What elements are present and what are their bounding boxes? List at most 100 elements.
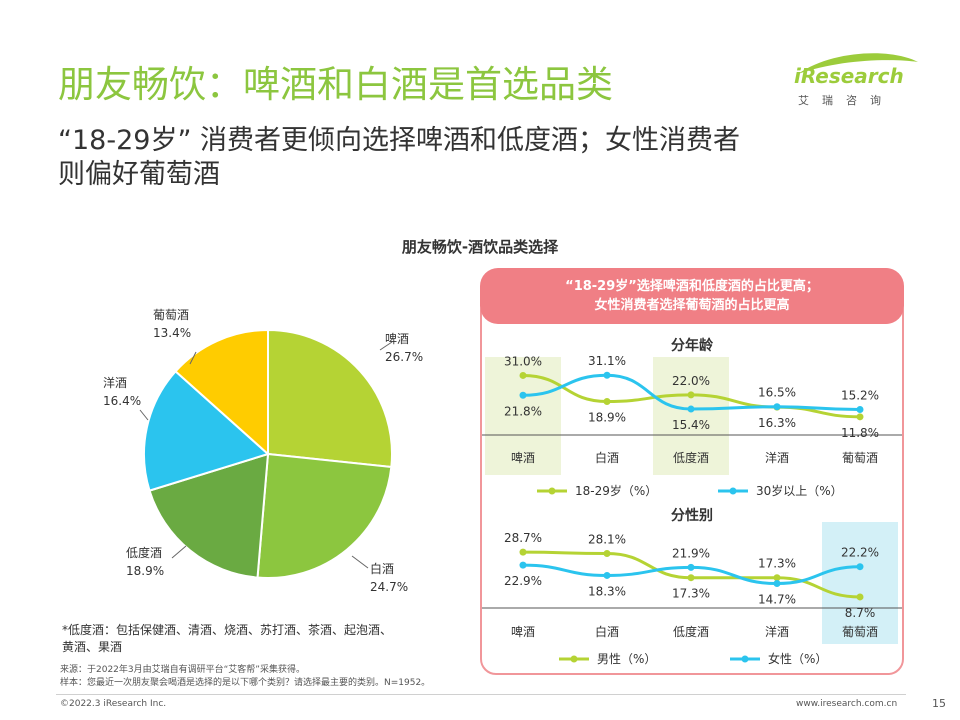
legend-marker-2-1 <box>741 655 749 663</box>
category-label-2-2: 低度酒 <box>673 624 709 639</box>
category-label-1-2: 低度酒 <box>673 450 709 465</box>
insight-banner-line1: “18-29岁”选择啤酒和低度酒的占比更高； <box>565 279 819 294</box>
series-point-2-0-2 <box>687 574 695 582</box>
pie-label-baijiu-name: 白酒 <box>370 562 395 576</box>
pie-slice-wine <box>174 328 269 457</box>
pie-leader-wine <box>189 351 197 365</box>
sample-line: 样本：您最近一次朋友聚会喝酒是选择的是以下哪个类别？请选择最主要的类别。N=19… <box>60 678 431 688</box>
page-subtitle-line1: “18-29岁” 消费者更倾向选择啤酒和低度酒；女性消费者 <box>58 125 741 156</box>
data-label-1-0-2: 22.0% <box>672 374 710 388</box>
subchart-title-1: 分年龄 <box>671 337 714 354</box>
insight-banner-line2: 女性消费者选择葡萄酒的占比更高 <box>594 298 790 313</box>
pie-slice-yang <box>143 369 270 492</box>
data-label-1-0-1: 18.9% <box>588 411 626 425</box>
pie-label-wine-name: 葡萄酒 <box>153 308 190 322</box>
data-label-1-1-2: 15.4% <box>672 418 710 432</box>
highlight-col-1-2 <box>653 357 729 475</box>
pie-label-wine-value: 13.4% <box>153 326 192 340</box>
series-point-1-1-3 <box>773 403 781 411</box>
pie-label-yang: 洋酒 16.4% <box>103 374 141 410</box>
legend-marker-1-0 <box>548 487 556 495</box>
data-label-1-1-3: 16.5% <box>758 386 796 400</box>
pie-leader-beer <box>379 341 393 351</box>
pie-label-baijiu-value: 24.7% <box>370 580 409 594</box>
chart-title: 朋友畅饮-酒饮品类选择 <box>401 238 559 256</box>
pie-label-yang-value: 16.4% <box>103 394 142 408</box>
series-point-2-1-1 <box>603 571 611 579</box>
category-label-1-1: 白酒 <box>595 450 619 465</box>
series-point-1-0-1 <box>603 398 611 406</box>
data-label-1-0-4: 11.8% <box>841 426 879 440</box>
data-label-1-1-0: 21.8% <box>504 404 542 418</box>
pie-label-beer: 啤酒 26.7% <box>385 330 423 366</box>
page-title: 朋友畅饮：啤酒和白酒是首选品类 <box>58 63 613 106</box>
pie-label-low: 低度酒 18.9% <box>126 544 164 580</box>
legend-marker-1-1 <box>729 487 737 495</box>
logo-swoosh-icon <box>798 53 918 74</box>
series-point-2-0-3 <box>773 574 781 582</box>
legend-label-1-1: 30岁以上（%） <box>756 483 843 498</box>
pie-chart <box>139 328 393 579</box>
copyright: ©2022.3 iResearch Inc. <box>60 699 167 709</box>
series-point-2-1-3 <box>773 580 781 588</box>
data-label-1-1-4: 15.2% <box>841 388 879 402</box>
website: www.iresearch.com.cn <box>796 699 898 709</box>
insight-banner: “18-29岁”选择啤酒和低度酒的占比更高； 女性消费者选择葡萄酒的占比更高 <box>480 268 904 324</box>
page-number: 15 <box>932 697 946 710</box>
highlight-col-2-4 <box>822 522 898 644</box>
pie-label-yang-name: 洋酒 <box>103 376 128 390</box>
series-point-2-1-2 <box>687 563 695 571</box>
series-point-1-0-0 <box>519 371 527 379</box>
subchart-title-2: 分性别 <box>671 507 713 524</box>
logo-brand: iResearch <box>794 64 904 88</box>
data-label-1-1-1: 31.1% <box>588 354 626 368</box>
series-point-1-1-2 <box>687 405 695 413</box>
series-point-2-1-4 <box>856 563 864 571</box>
data-label-2-0-1: 28.1% <box>588 532 626 546</box>
data-label-2-0-2: 17.3% <box>672 587 710 601</box>
data-label-2-1-3: 14.7% <box>758 593 796 607</box>
series-point-1-1-4 <box>856 405 864 413</box>
logo-cn: 艾瑞咨询 <box>798 94 894 107</box>
source-line: 来源：于2022年3月由艾瑞自有调研平台“艾客帮”采集获得。 <box>60 665 305 675</box>
footnote: *低度酒：包括保健酒、清酒、烧酒、苏打酒、茶酒、起泡酒、黄酒、果酒 <box>62 623 393 654</box>
category-label-1-3: 洋酒 <box>765 450 789 465</box>
pie-label-low-value: 18.9% <box>126 564 165 578</box>
pie-label-low-name: 低度酒 <box>126 546 163 560</box>
data-label-2-0-0: 28.7% <box>504 531 542 545</box>
footer-divider <box>56 694 906 695</box>
series-point-1-0-2 <box>687 391 695 399</box>
pie-slice-baijiu <box>256 452 393 579</box>
data-label-1-0-3: 16.3% <box>758 416 796 430</box>
legend-label-2-1: 女性（%） <box>768 651 827 666</box>
pie-leader-baijiu <box>351 555 369 569</box>
series-point-2-0-4 <box>856 593 864 601</box>
category-label-2-4: 葡萄酒 <box>842 625 878 639</box>
data-label-2-0-4: 8.7% <box>845 606 876 620</box>
pie-leader-yang <box>139 409 149 421</box>
category-label-1-4: 葡萄酒 <box>842 451 878 465</box>
series-point-2-0-0 <box>519 548 527 556</box>
legend-marker-2-0 <box>570 655 578 663</box>
pie-label-beer-name: 啤酒 <box>385 332 410 346</box>
pie-label-beer-value: 26.7% <box>385 350 424 364</box>
data-label-2-1-2: 21.9% <box>672 546 710 560</box>
series-point-1-0-4 <box>856 413 864 421</box>
legend-label-1-0: 18-29岁（%） <box>575 483 657 498</box>
pie-label-wine: 葡萄酒 13.4% <box>153 306 191 342</box>
pie-leader-low <box>171 545 187 559</box>
pie-slice-low <box>148 452 270 579</box>
category-label-2-3: 洋酒 <box>765 624 789 639</box>
data-label-2-1-0: 22.9% <box>504 574 542 588</box>
data-label-2-0-3: 17.3% <box>758 557 796 571</box>
pie-label-baijiu: 白酒 24.7% <box>370 560 408 596</box>
page-subtitle-line2: 则偏好葡萄酒 <box>58 159 220 190</box>
category-label-1-0: 啤酒 <box>511 450 535 465</box>
data-label-2-1-1: 18.3% <box>588 584 626 598</box>
data-label-2-1-4: 22.2% <box>841 546 879 560</box>
category-label-2-1: 白酒 <box>595 624 619 639</box>
series-point-2-1-0 <box>519 561 527 569</box>
series-point-1-1-0 <box>519 391 527 399</box>
series-point-1-1-1 <box>603 371 611 379</box>
